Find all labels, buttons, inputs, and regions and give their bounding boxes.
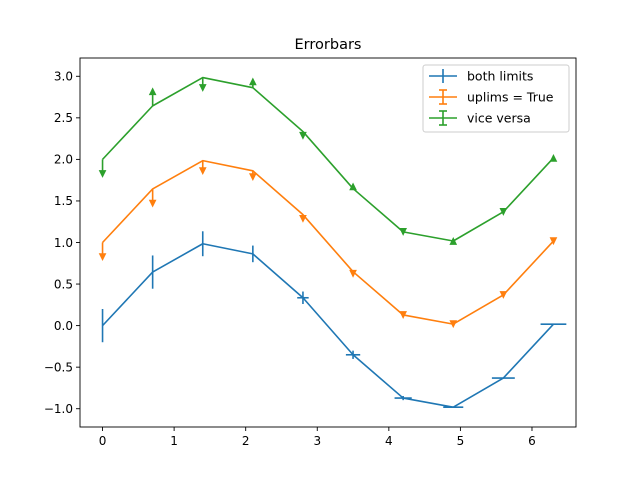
uplim-arrow bbox=[449, 320, 458, 329]
legend-item-uplims-true: uplims = True bbox=[429, 89, 554, 105]
legend: both limits uplims = True vice versa bbox=[422, 64, 570, 133]
legend-item-both-limits: both limits bbox=[429, 69, 533, 84]
legend-box bbox=[422, 64, 570, 133]
x-tick-label: 1 bbox=[170, 434, 178, 448]
series-uplims-true bbox=[98, 159, 558, 329]
series-vice-versa bbox=[98, 76, 558, 245]
lolim-arrow bbox=[249, 77, 257, 86]
y-tick-label: 2.5 bbox=[54, 111, 73, 125]
plot-area bbox=[98, 76, 567, 409]
legend-label: vice versa bbox=[467, 111, 531, 126]
uplim-arrow bbox=[299, 214, 307, 223]
x-tick-label: 4 bbox=[385, 434, 393, 448]
uplim-arrow bbox=[198, 167, 207, 176]
lolim-arrow bbox=[148, 87, 157, 96]
uplim-arrow bbox=[148, 199, 157, 208]
series-line-uplims-true bbox=[101, 159, 555, 325]
x-axis: 0 1 2 3 4 5 6 bbox=[99, 427, 536, 448]
y-tick-label: 1.0 bbox=[54, 236, 73, 250]
x-tick-label: 0 bbox=[99, 434, 107, 448]
y-tick-label: −1.0 bbox=[44, 402, 73, 416]
lolim-arrow bbox=[449, 237, 458, 245]
series-line-both-limits bbox=[101, 242, 555, 409]
legend-label: both limits bbox=[467, 69, 533, 84]
uplim-arrow bbox=[249, 173, 257, 181]
uplim-arrow bbox=[499, 291, 508, 299]
legend-label: uplims = True bbox=[467, 90, 554, 105]
y-tick-label: 0.5 bbox=[54, 277, 73, 291]
y-tick-label: −0.5 bbox=[44, 360, 73, 374]
x-tick-label: 6 bbox=[528, 434, 536, 448]
x-tick-label: 3 bbox=[313, 434, 321, 448]
y-tick-label: 2.0 bbox=[54, 153, 73, 167]
uplim-arrow bbox=[198, 84, 207, 92]
x-tick-label: 5 bbox=[457, 434, 465, 448]
series-both-limits bbox=[101, 231, 567, 409]
uplim-arrow bbox=[349, 269, 357, 278]
legend-item-vice-versa: vice versa bbox=[429, 110, 531, 126]
uplim-arrow bbox=[499, 208, 508, 216]
chart-title: Errorbars bbox=[295, 37, 362, 53]
series-line-vice-versa bbox=[101, 76, 555, 242]
uplim-arrow bbox=[399, 228, 407, 236]
lolim-arrow bbox=[549, 153, 558, 162]
y-tick-label: 0.0 bbox=[54, 319, 73, 333]
uplim-arrow bbox=[299, 131, 307, 140]
y-tick-label: 1.5 bbox=[54, 194, 73, 208]
x-tick-label: 2 bbox=[242, 434, 250, 448]
y-axis: −1.0 −0.5 0.0 0.5 1.0 1.5 2.0 2.5 3.0 bbox=[44, 70, 80, 416]
uplim-arrow bbox=[98, 253, 107, 262]
uplim-arrow bbox=[98, 170, 107, 178]
uplim-arrow bbox=[399, 311, 407, 319]
y-tick-label: 3.0 bbox=[54, 70, 73, 84]
uplim-arrow bbox=[549, 237, 558, 246]
lolim-arrow bbox=[349, 182, 357, 191]
